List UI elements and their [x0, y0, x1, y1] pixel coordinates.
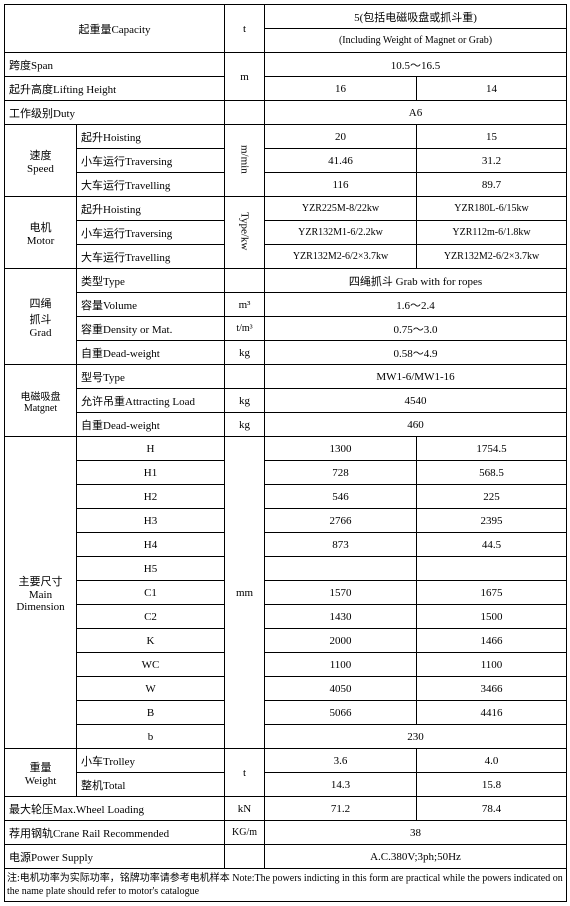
dim-b: 2395 — [417, 509, 567, 533]
dim-b: 44.5 — [417, 533, 567, 557]
speed-unit: m/min — [225, 125, 265, 197]
lift-b: 14 — [417, 77, 567, 101]
motor-unit: Type/kw — [225, 197, 265, 269]
dim-a: 1100 — [265, 653, 417, 677]
dim-b: 1100 — [417, 653, 567, 677]
span-val: 10.5～16.5 — [265, 53, 567, 77]
dim-name: H2 — [77, 485, 225, 509]
dim-a: 2766 — [265, 509, 417, 533]
dim-a: 5066 — [265, 701, 417, 725]
dim-b: 225 — [417, 485, 567, 509]
dim-name: K — [77, 629, 225, 653]
lift-label: 起升高度Lifting Height — [5, 77, 225, 101]
dim-a: 1300 — [265, 437, 417, 461]
capacity-val: 5(包括电磁吸盘或抓斗重) — [265, 5, 567, 29]
dim-name: H4 — [77, 533, 225, 557]
dim-a: 546 — [265, 485, 417, 509]
dim-name: C1 — [77, 581, 225, 605]
dim-name: C2 — [77, 605, 225, 629]
dim-b: 1466 — [417, 629, 567, 653]
dim-name: WC — [77, 653, 225, 677]
dim-a: 873 — [265, 533, 417, 557]
dim-name: W — [77, 677, 225, 701]
speed-hoist: 起升Hoisting — [77, 125, 225, 149]
dim-a: 728 — [265, 461, 417, 485]
dim-b: 4416 — [417, 701, 567, 725]
grab-label: 四绳 抓斗 Grad — [5, 269, 77, 365]
spec-table: 起重量Capacity t 5(包括电磁吸盘或抓斗重) (Including W… — [4, 4, 567, 902]
dim-a: 4050 — [265, 677, 417, 701]
dim-a: 2000 — [265, 629, 417, 653]
dim-name: H3 — [77, 509, 225, 533]
dim-b: 1675 — [417, 581, 567, 605]
speed-label: 速度 Speed — [5, 125, 77, 197]
dim-name: H1 — [77, 461, 225, 485]
footnote: 注:电机功率为实际功率，铭牌功率请参考电机样本 Note:The powers … — [5, 869, 567, 902]
dim-name: H — [77, 437, 225, 461]
span-label: 跨度Span — [5, 53, 225, 77]
unit-t: t — [225, 5, 265, 53]
dim-a — [265, 557, 417, 581]
rail-label: 荐用钢轨Crane Rail Recommended — [5, 821, 225, 845]
capacity-sub: (Including Weight of Magnet or Grab) — [265, 29, 567, 53]
duty-val: A6 — [265, 101, 567, 125]
motor-label: 电机 Motor — [5, 197, 77, 269]
dim-b — [417, 557, 567, 581]
magnet-label: 电磁吸盘 Matgnet — [5, 365, 77, 437]
dim-unit: mm — [225, 437, 265, 749]
dim-b: 3466 — [417, 677, 567, 701]
wheel-label: 最大轮压Max.Wheel Loading — [5, 797, 225, 821]
dim-name: B — [77, 701, 225, 725]
dim-a: 1430 — [265, 605, 417, 629]
duty-label: 工作级别Duty — [5, 101, 225, 125]
dim-a: 1570 — [265, 581, 417, 605]
dim-name: H5 — [77, 557, 225, 581]
dim-b: 568.5 — [417, 461, 567, 485]
dim-b: 1754.5 — [417, 437, 567, 461]
unit-m: m — [225, 53, 265, 101]
lift-a: 16 — [265, 77, 417, 101]
capacity-label: 起重量Capacity — [5, 5, 225, 53]
dim-label: 主要尺寸 Main Dimension — [5, 437, 77, 749]
dim-b: 1500 — [417, 605, 567, 629]
power-label: 电源Power Supply — [5, 845, 225, 869]
weight-label: 重量 Weight — [5, 749, 77, 797]
